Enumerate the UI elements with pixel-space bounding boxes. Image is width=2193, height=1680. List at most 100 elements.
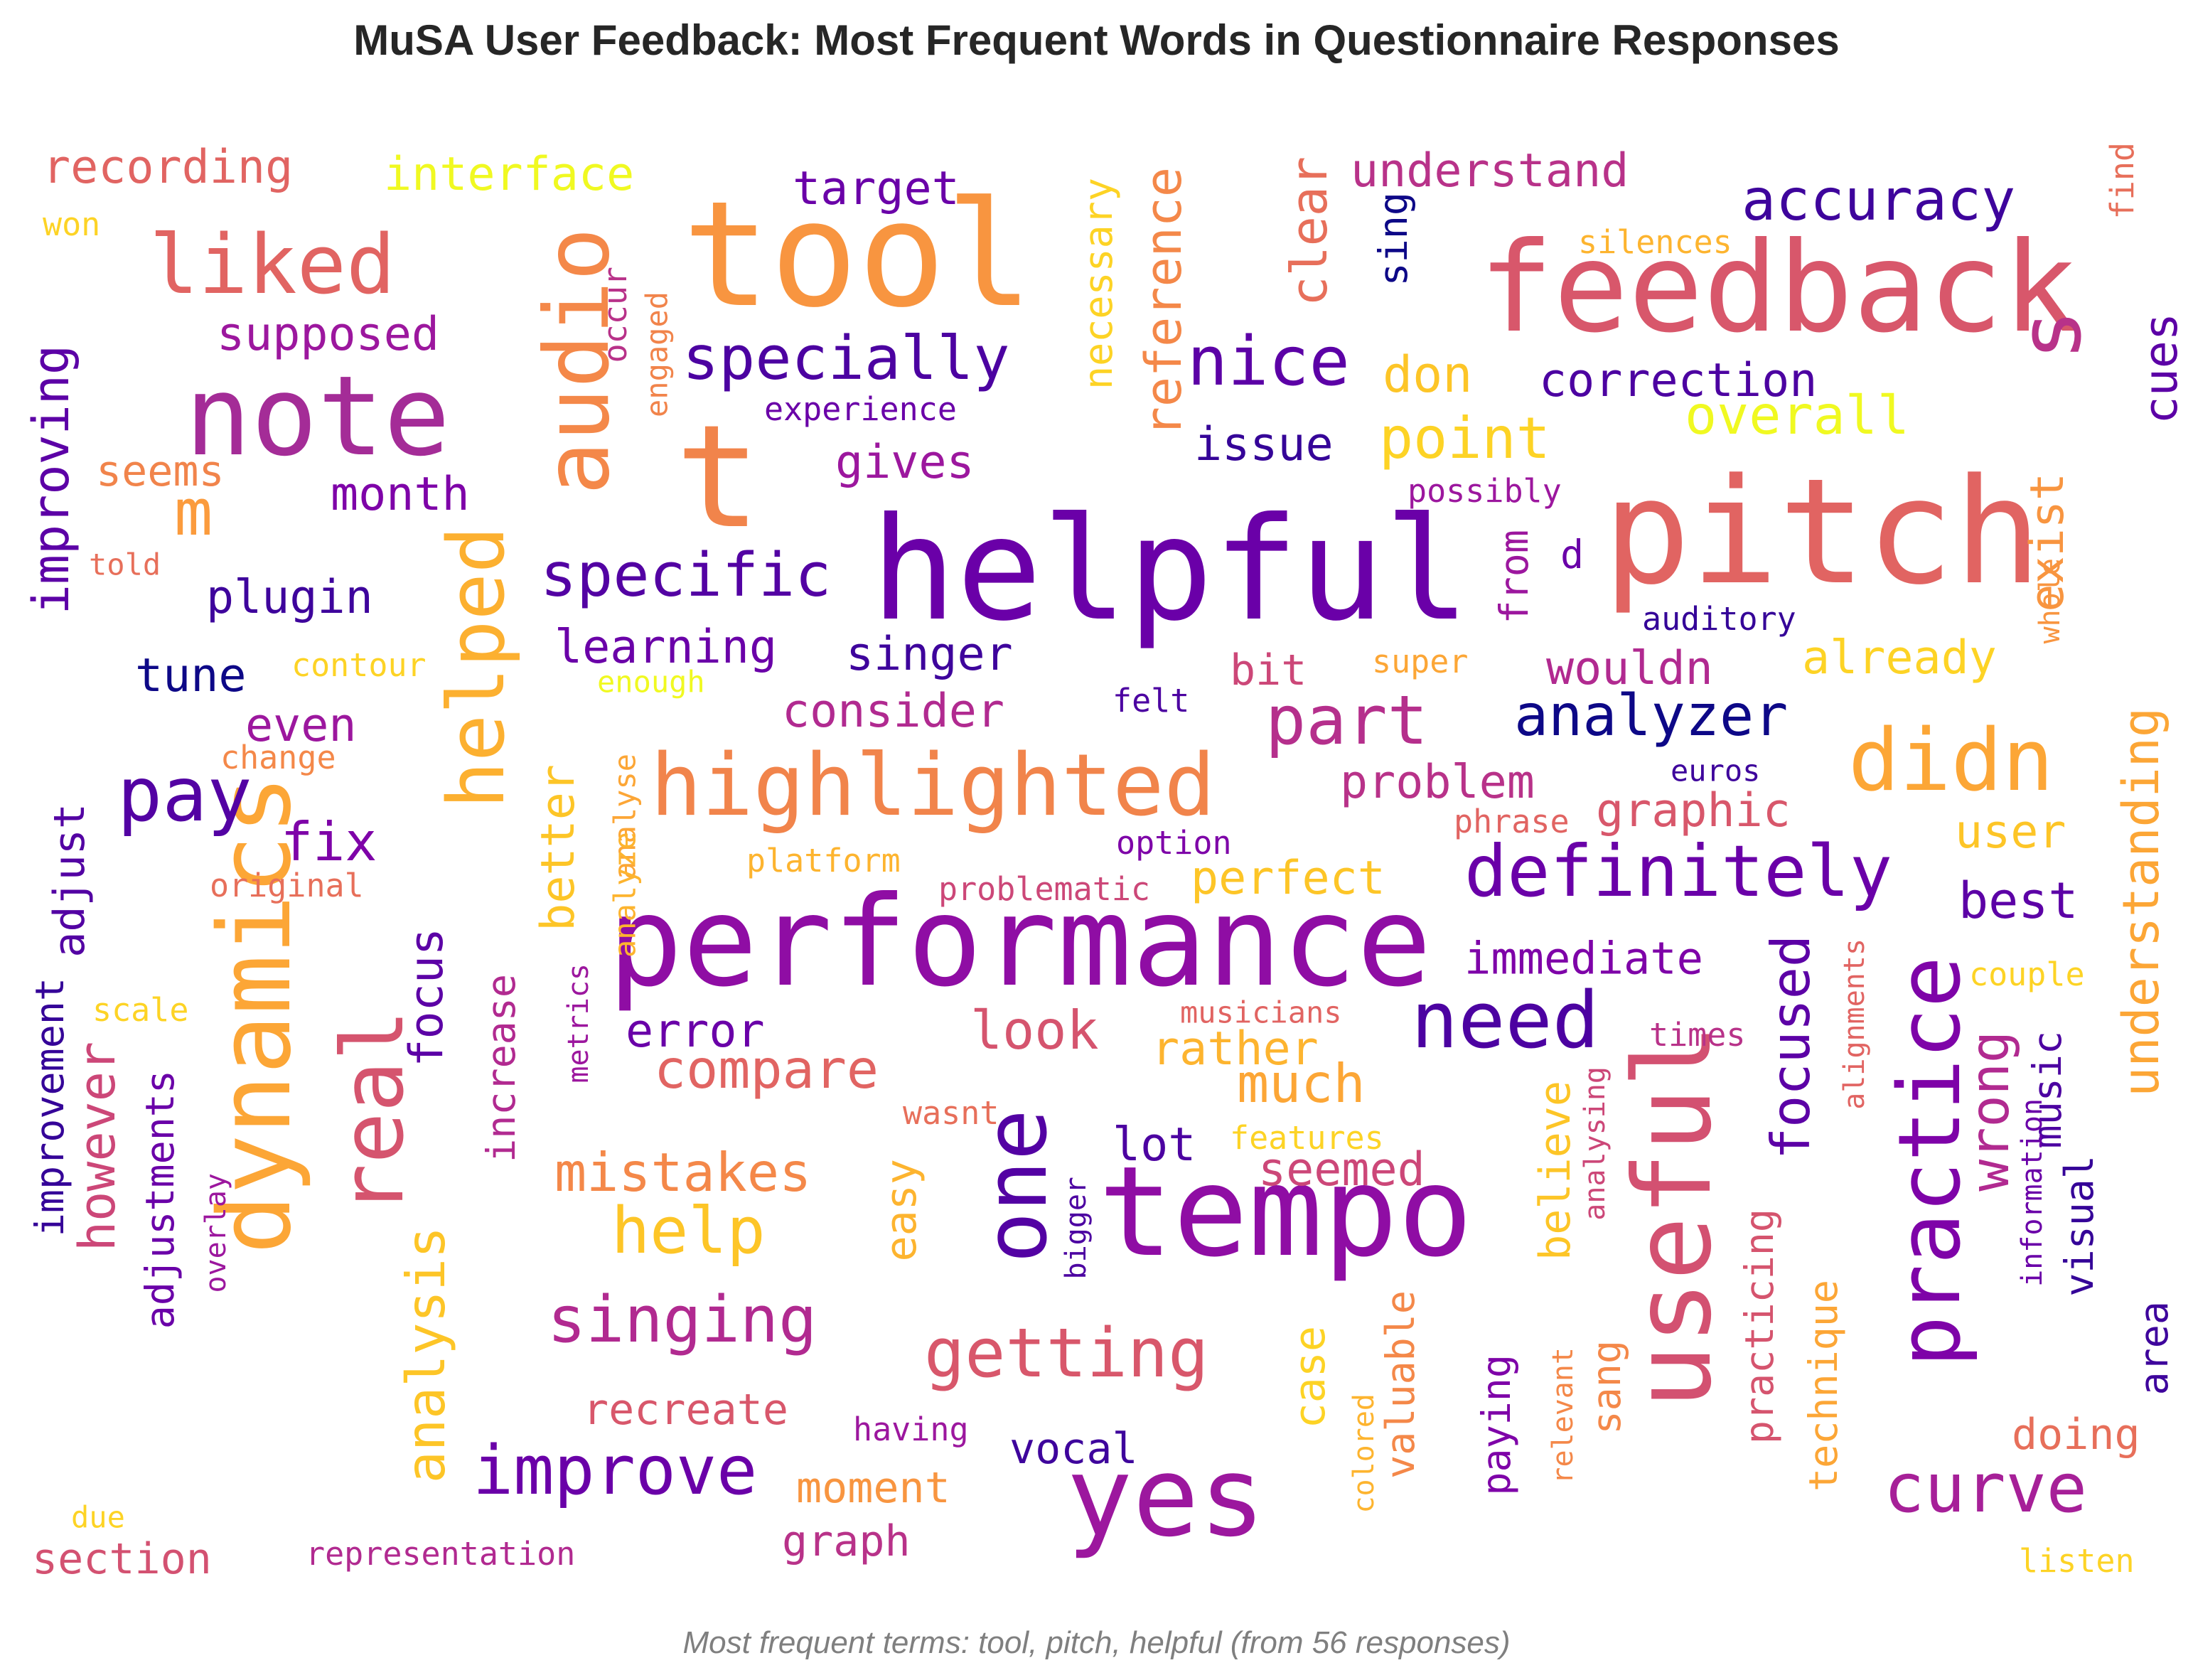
- word-occur: occur: [596, 267, 634, 363]
- word-improving: improving: [22, 345, 80, 614]
- word-listen: listen: [2019, 1542, 2135, 1580]
- word-alignments: alignments: [1838, 938, 1871, 1110]
- word-s: s: [2002, 309, 2101, 360]
- word-find: find: [2103, 142, 2141, 219]
- word-original: original: [210, 867, 364, 904]
- word-practicing: practicing: [1737, 1209, 1782, 1444]
- word-target: target: [793, 162, 960, 215]
- word-even: even: [245, 699, 357, 752]
- word-specially: specially: [682, 323, 1010, 394]
- word-analyze: analyze: [608, 832, 643, 958]
- word-mistakes: mistakes: [554, 1141, 811, 1204]
- word-technique: technique: [1801, 1280, 1846, 1492]
- word-graph: graph: [782, 1516, 911, 1566]
- word-perfect: perfect: [1191, 852, 1385, 905]
- word-sing: sing: [1371, 192, 1416, 286]
- word-cues: cues: [2135, 313, 2188, 424]
- word-auditory: auditory: [1642, 600, 1796, 638]
- word-wrong: wrong: [1958, 1031, 2021, 1192]
- word-seems: seems: [96, 446, 225, 496]
- word-wouldn: wouldn: [1546, 642, 1713, 695]
- word-point: point: [1379, 405, 1550, 471]
- word-recreate: recreate: [583, 1385, 788, 1435]
- word-analysis: analysis: [395, 1226, 457, 1483]
- word-won: won: [43, 205, 100, 243]
- word-part: part: [1265, 682, 1428, 760]
- word-exist: exist: [2021, 473, 2074, 612]
- word-bigger: bigger: [1060, 1177, 1093, 1280]
- word-clear: clear: [1280, 156, 1339, 306]
- word-area: area: [2131, 1301, 2177, 1395]
- word-sang: sang: [1584, 1340, 1629, 1434]
- word-didn: didn: [1848, 712, 2054, 810]
- word-silences: silences: [1578, 223, 1732, 261]
- word-recording: recording: [43, 141, 293, 194]
- word-understanding: understanding: [2112, 707, 2170, 1097]
- word-correction: correction: [1539, 354, 1817, 407]
- word-focus: focus: [400, 928, 454, 1067]
- word-understand: understand: [1351, 144, 1629, 198]
- word-nice: nice: [1187, 323, 1350, 401]
- word-learning: learning: [554, 621, 777, 674]
- word-focused: focused: [1759, 935, 1822, 1160]
- word-experience: experience: [764, 390, 957, 428]
- word-rather: rather: [1152, 1022, 1319, 1076]
- word-definitely: definitely: [1464, 830, 1892, 913]
- word-note: note: [185, 352, 450, 481]
- word-metrics: metrics: [562, 963, 595, 1084]
- word-lot: lot: [1112, 1118, 1196, 1172]
- word-vocal: vocal: [1009, 1424, 1138, 1474]
- word-already: already: [1802, 631, 1997, 685]
- word-issue: issue: [1194, 418, 1334, 471]
- word-tool: tool: [682, 171, 1034, 340]
- word-relevant: relevant: [1547, 1347, 1580, 1484]
- word-visual: visual: [2057, 1155, 2102, 1297]
- word-pay: pay: [117, 751, 252, 838]
- word-from: from: [1491, 530, 1537, 624]
- word-month: month: [331, 468, 470, 521]
- word-audio: audio: [526, 228, 629, 495]
- word-immediate: immediate: [1464, 933, 1703, 985]
- word-helpful: helpful: [871, 487, 1470, 653]
- word-m: m: [174, 476, 213, 550]
- word-liked: liked: [149, 218, 395, 313]
- word-singer: singer: [846, 628, 1013, 681]
- word-analysing: analysing: [1579, 1066, 1612, 1221]
- word-improvement: improvement: [27, 978, 73, 1236]
- word-tempo: tempo: [1098, 1140, 1473, 1285]
- word-supposed: supposed: [217, 308, 439, 361]
- word-improve: improve: [473, 1432, 757, 1510]
- word-singing: singing: [547, 1283, 817, 1357]
- word-colored: colored: [1348, 1393, 1380, 1514]
- word-curve: curve: [1884, 1450, 2087, 1528]
- word-enough: enough: [597, 665, 705, 700]
- word-analyse: analyse: [608, 754, 643, 879]
- word-consider: consider: [782, 685, 1004, 738]
- word-problematic: problematic: [938, 870, 1150, 908]
- word-option: option: [1116, 824, 1232, 862]
- word-whole: whole: [2034, 558, 2066, 643]
- word-seemed: seemed: [1258, 1143, 1425, 1197]
- word-couple: couple: [1969, 956, 2085, 993]
- word-helped: helped: [431, 526, 522, 808]
- word-possibly: possibly: [1408, 472, 1562, 510]
- word-contour: contour: [291, 646, 427, 684]
- word-real: real: [324, 1010, 423, 1215]
- word-musicians: musicians: [1180, 995, 1342, 1030]
- word-gives: gives: [835, 436, 975, 489]
- word-paying: paying: [1474, 1354, 1519, 1496]
- word-felt: felt: [1112, 682, 1189, 719]
- word-information: information: [2016, 1098, 2049, 1287]
- word-compare: compare: [654, 1038, 879, 1101]
- word-one: one: [967, 1109, 1066, 1263]
- word-analyzer: analyzer: [1514, 683, 1788, 749]
- word-adjust: adjust: [45, 803, 95, 958]
- word-d: d: [1560, 532, 1584, 577]
- word-don: don: [1383, 346, 1472, 404]
- word-having: having: [853, 1411, 969, 1448]
- word-overlay: overlay: [200, 1173, 232, 1293]
- word-specific: specific: [540, 540, 831, 611]
- word-highlighted: highlighted: [650, 737, 1216, 835]
- word-however: however: [68, 1042, 127, 1251]
